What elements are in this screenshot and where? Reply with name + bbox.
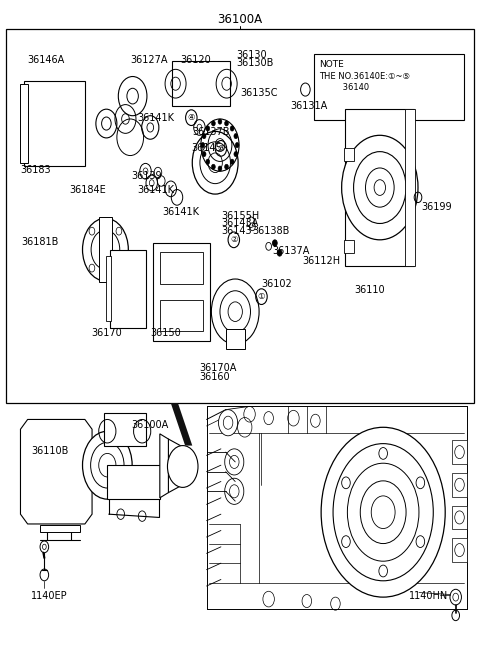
Circle shape	[379, 447, 387, 459]
Polygon shape	[21, 419, 92, 524]
Polygon shape	[24, 81, 85, 166]
Circle shape	[201, 142, 204, 148]
Text: 36155H: 36155H	[221, 211, 259, 220]
Text: 36137A: 36137A	[273, 246, 310, 256]
Bar	[345, 109, 414, 266]
Circle shape	[273, 240, 277, 247]
Bar	[452, 473, 467, 497]
Text: NOTE: NOTE	[319, 60, 344, 70]
Text: ③: ③	[217, 144, 225, 153]
Bar	[452, 440, 467, 464]
Text: ④: ④	[188, 113, 195, 122]
Circle shape	[230, 159, 234, 165]
Circle shape	[218, 119, 222, 124]
Circle shape	[234, 152, 238, 157]
Text: ①: ①	[258, 292, 265, 301]
Text: 36120: 36120	[180, 55, 211, 65]
Text: 36140: 36140	[319, 83, 369, 92]
Text: 36139: 36139	[131, 171, 162, 181]
Bar	[160, 300, 203, 331]
Bar	[452, 539, 467, 562]
Bar	[314, 54, 464, 120]
Text: 36130B: 36130B	[236, 58, 274, 68]
Text: 36127A: 36127A	[130, 55, 168, 65]
Text: THE NO.36140E:①~⑤: THE NO.36140E:①~⑤	[319, 72, 410, 81]
Circle shape	[206, 159, 210, 165]
Circle shape	[277, 250, 282, 256]
Text: 36141K: 36141K	[163, 207, 200, 216]
Text: 36137B: 36137B	[192, 127, 230, 137]
Circle shape	[225, 164, 228, 169]
Bar	[99, 217, 112, 282]
Text: 36160: 36160	[199, 372, 230, 382]
Text: 36150: 36150	[150, 328, 181, 338]
Circle shape	[202, 152, 206, 157]
Circle shape	[234, 133, 238, 138]
Text: 36184E: 36184E	[69, 184, 106, 195]
Text: ②: ②	[230, 236, 238, 244]
Bar	[6, 29, 474, 403]
Text: 36138B: 36138B	[252, 226, 289, 236]
Circle shape	[211, 279, 259, 344]
Bar	[452, 506, 467, 529]
Bar	[344, 148, 354, 161]
Bar	[153, 243, 210, 341]
Bar	[405, 109, 415, 266]
Text: 36183: 36183	[21, 165, 51, 175]
Text: 36141K: 36141K	[137, 184, 174, 195]
Polygon shape	[160, 434, 168, 498]
Bar	[107, 256, 111, 321]
Text: 36199: 36199	[421, 202, 452, 212]
Circle shape	[235, 142, 239, 148]
Circle shape	[416, 477, 425, 489]
Circle shape	[321, 427, 445, 597]
Text: 36131A: 36131A	[290, 101, 327, 111]
Polygon shape	[39, 525, 80, 532]
Bar	[110, 250, 146, 328]
Text: 1140EP: 1140EP	[31, 591, 68, 601]
Text: 36110: 36110	[355, 285, 385, 295]
Circle shape	[212, 164, 216, 169]
Text: 36135C: 36135C	[240, 88, 277, 98]
Circle shape	[83, 431, 132, 499]
Circle shape	[202, 133, 206, 138]
Text: 36143: 36143	[221, 226, 252, 236]
Polygon shape	[21, 84, 28, 163]
Circle shape	[416, 536, 425, 548]
Circle shape	[218, 166, 222, 171]
Circle shape	[212, 121, 216, 126]
Circle shape	[342, 135, 418, 240]
Polygon shape	[171, 403, 192, 445]
Text: 36146A: 36146A	[28, 55, 65, 65]
Circle shape	[230, 126, 234, 131]
Circle shape	[168, 445, 198, 487]
Text: 36141K: 36141K	[137, 113, 174, 123]
Bar	[108, 465, 160, 499]
Text: 36110B: 36110B	[31, 446, 68, 456]
Bar	[104, 413, 146, 445]
Bar	[344, 240, 354, 253]
Text: 36143A: 36143A	[221, 218, 258, 228]
Text: 36170: 36170	[91, 328, 122, 338]
Circle shape	[379, 565, 387, 577]
Text: 36102: 36102	[262, 279, 292, 289]
Circle shape	[218, 409, 238, 436]
Text: 36100A: 36100A	[131, 420, 168, 430]
Bar	[226, 329, 245, 349]
Circle shape	[342, 536, 350, 548]
Circle shape	[342, 477, 350, 489]
Bar	[172, 62, 229, 106]
Circle shape	[225, 121, 228, 126]
Text: 36112H: 36112H	[302, 256, 340, 266]
Text: 1140HN: 1140HN	[409, 591, 449, 601]
Circle shape	[83, 218, 128, 281]
Text: 36100A: 36100A	[217, 13, 263, 26]
Text: 36130: 36130	[236, 50, 267, 60]
Bar	[160, 252, 203, 283]
Text: 36170A: 36170A	[199, 363, 237, 373]
Text: 36181B: 36181B	[22, 237, 59, 247]
Circle shape	[206, 126, 210, 131]
Text: 36145: 36145	[192, 144, 222, 154]
